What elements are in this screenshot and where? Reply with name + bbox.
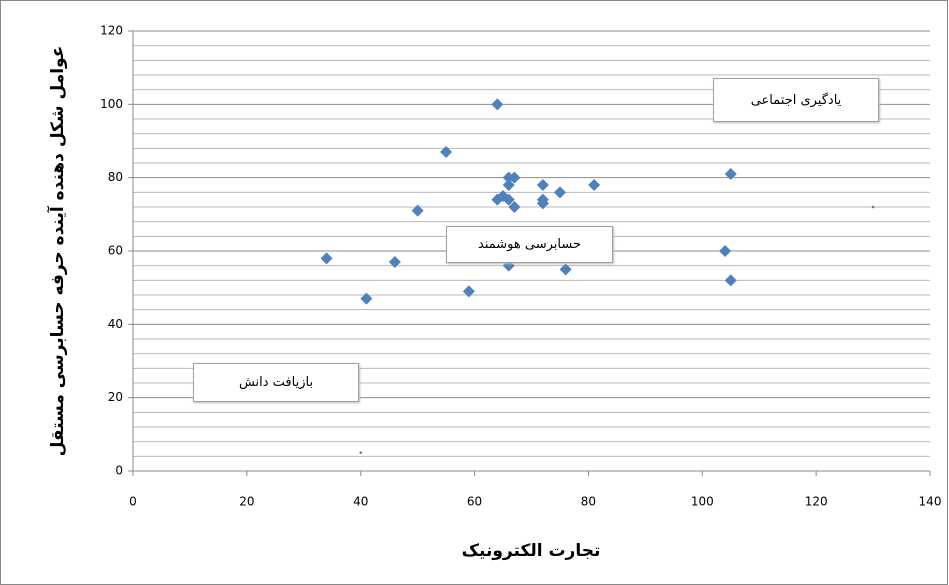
x-tick-label: 0 [129,495,137,509]
x-tick-label: 140 [919,495,942,509]
x-tick-label: 40 [353,495,368,509]
point [359,451,362,454]
page: {"chart_data": {"type": "scatter", "x_la… [0,0,949,585]
annotation: بازیافت دانش [193,363,359,402]
x-tick-label: 120 [805,495,828,509]
point [872,206,875,209]
y-tick-label: 120 [100,24,123,38]
annotation: حسابرسی هوشمند [446,226,613,263]
y-axis-title: عوامل شکل دهنده آینده حرفه حسابرسی مستقل [46,46,68,457]
y-tick-label: 40 [108,317,123,331]
x-tick-label: 100 [691,495,714,509]
x-axis-title: تجارت الکترونیک [462,541,601,561]
y-tick-label: 80 [108,170,123,184]
y-tick-label: 20 [108,390,123,404]
y-tick-label: 100 [100,97,123,111]
x-tick-label: 80 [581,495,596,509]
y-tick-label: 0 [115,464,123,478]
y-tick-label: 60 [108,244,123,258]
x-tick-label: 20 [239,495,254,509]
x-tick-label: 60 [467,495,482,509]
annotation: یادگیری اجتماعی [713,78,879,122]
